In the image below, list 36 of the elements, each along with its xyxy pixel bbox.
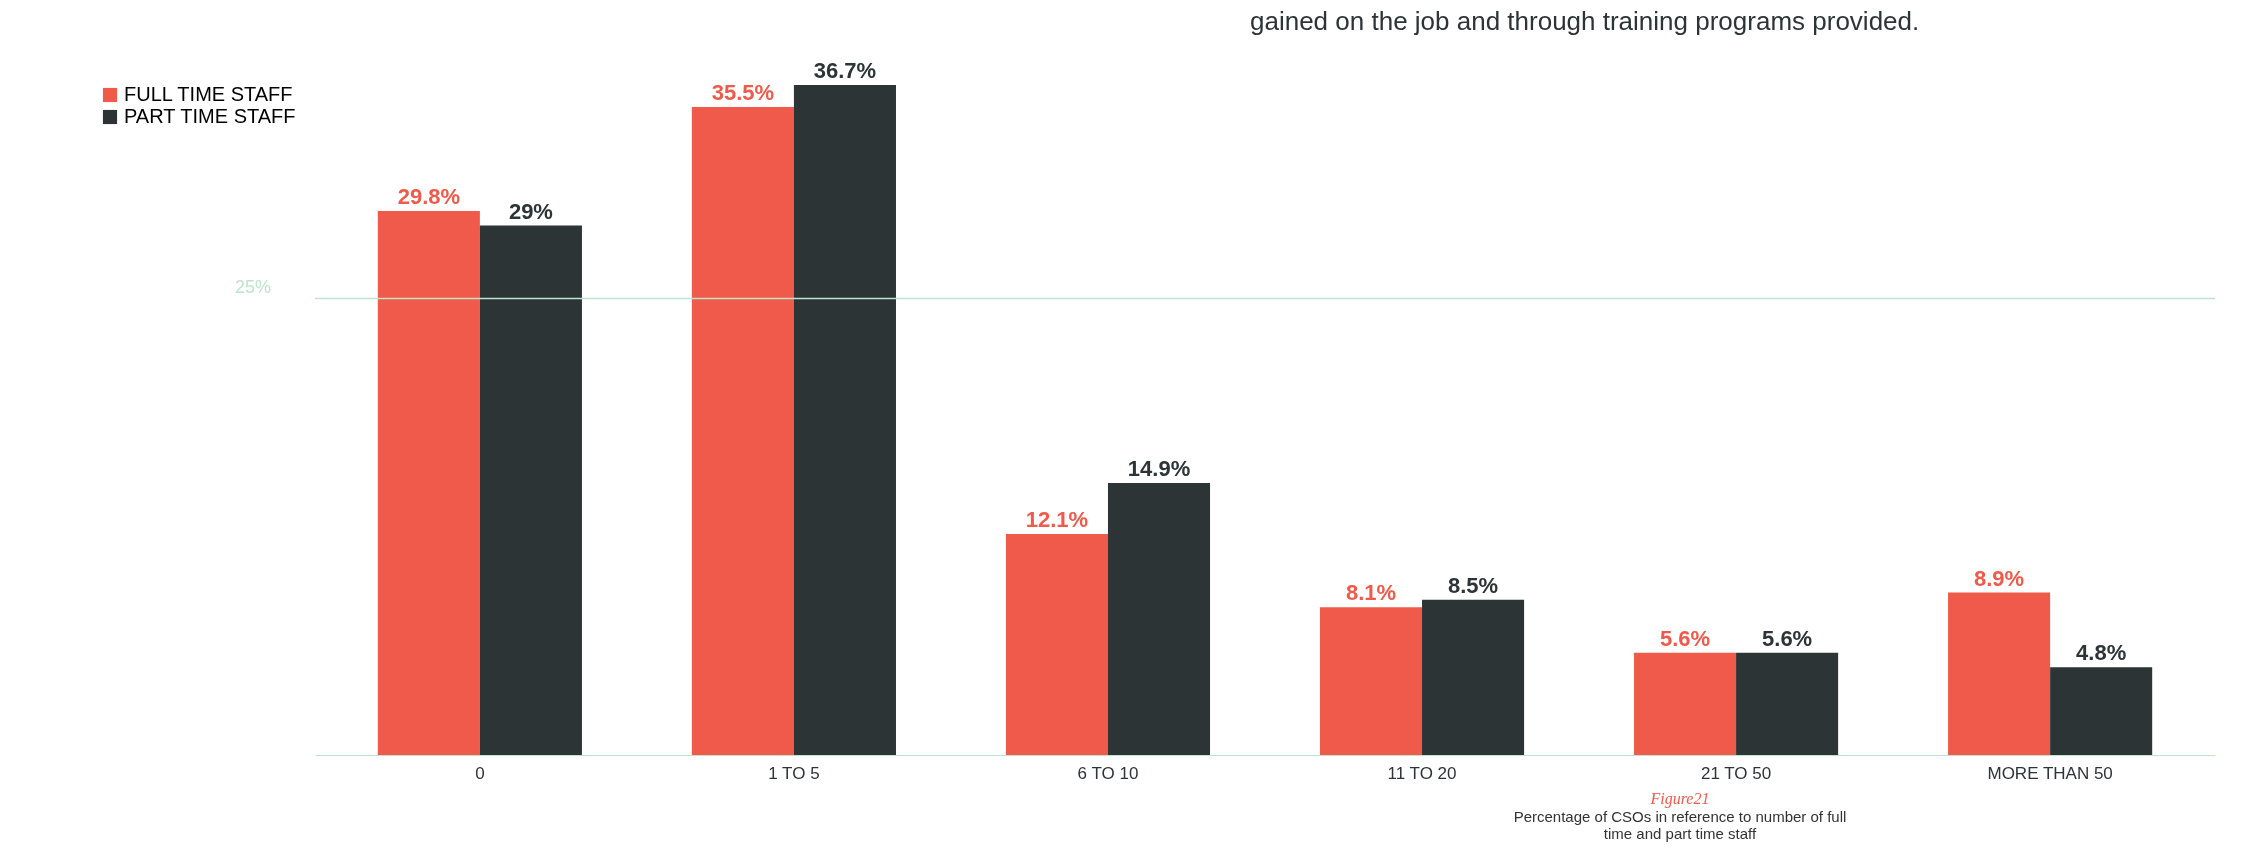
bar [479, 225, 582, 755]
x-tick-label: 11 TO 20 [1387, 763, 1457, 783]
data-label: 8.5% [1447, 572, 1499, 598]
x-tick-label: 1 TO 5 [768, 763, 820, 783]
bar [2050, 667, 2153, 755]
bar [793, 85, 896, 755]
x-tick-label: 0 [475, 763, 485, 783]
data-label: 4.8% [2076, 640, 2127, 666]
bar [691, 106, 794, 755]
bar [1634, 652, 1737, 755]
bar [1422, 599, 1525, 755]
bar [1319, 607, 1423, 755]
data-label: 12.1% [1025, 507, 1089, 533]
text: Percentage of CSOs in reference to number of full time and part time staff [1512, 808, 1848, 842]
bar [1948, 592, 2051, 755]
data-label: 36.7% [813, 58, 877, 83]
data-label: 5.6% [1762, 625, 1813, 651]
text: gained on the job and through training programs provided. [1250, 6, 1920, 37]
caption: Figure21 [1649, 790, 1711, 808]
data-label: 14.9% [1127, 455, 1191, 481]
x-tick-label: 21 TO 50 [1700, 763, 1772, 783]
x-tick-label: MORE THAN 50 [1987, 763, 2113, 783]
data-label: 29% [508, 198, 553, 224]
bar [1107, 482, 1211, 755]
data-label: 8.1% [1345, 580, 1397, 606]
data-label: 35.5% [711, 79, 775, 105]
legend-label: PART TIME STAFF [124, 105, 296, 127]
data-label: 5.6% [1659, 625, 1711, 651]
data-label: 29.8% [397, 183, 461, 209]
data-label: 8.9% [1974, 565, 2025, 591]
ref-line-label: 25% [235, 276, 272, 297]
legend-label: FULL TIME STAFF [124, 83, 293, 105]
bar [1005, 534, 1108, 755]
bar [377, 210, 480, 755]
x-tick-label: 6 TO 10 [1077, 763, 1139, 783]
bar [1736, 652, 1839, 755]
